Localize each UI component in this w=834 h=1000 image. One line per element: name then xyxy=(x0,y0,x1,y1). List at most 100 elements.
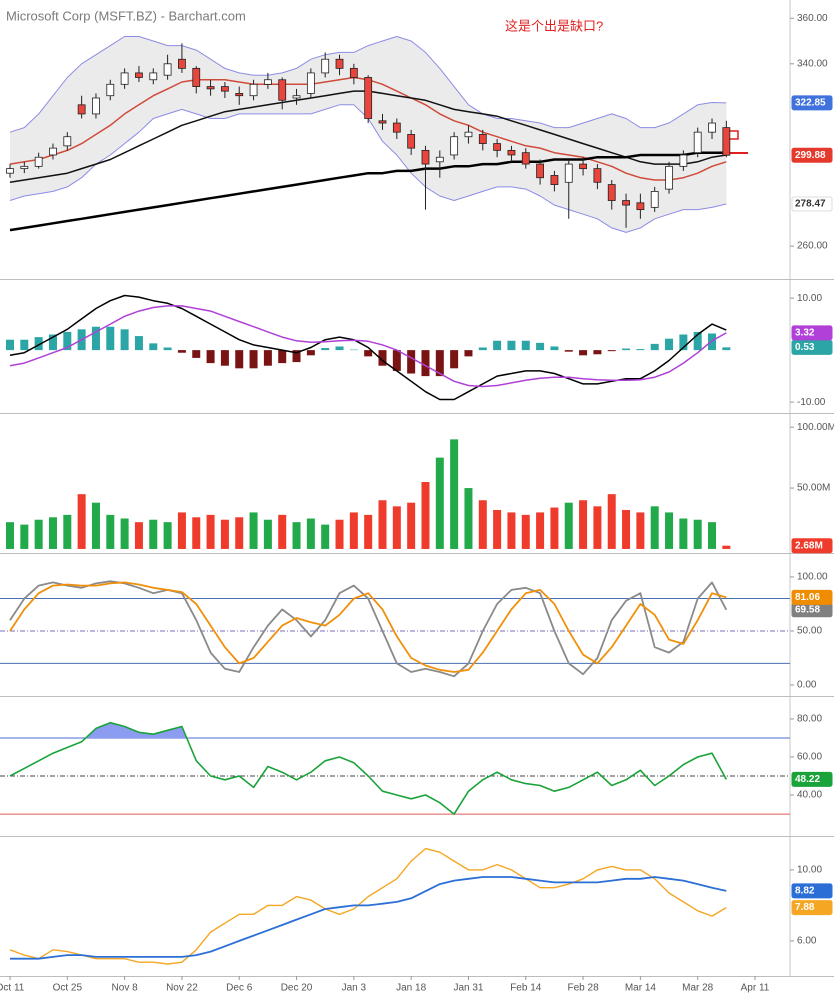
histogram-bar xyxy=(679,334,688,351)
histogram-bar xyxy=(536,342,545,351)
histogram-bar xyxy=(665,338,674,351)
candle-body xyxy=(321,58,330,74)
candle-body xyxy=(364,77,373,119)
value-label-box xyxy=(791,589,833,605)
histogram-bar xyxy=(206,350,215,364)
value-label: 81.06 xyxy=(795,592,820,603)
x-tick-label: Jan 3 xyxy=(342,983,367,994)
candle-body xyxy=(536,163,544,179)
volume-bar xyxy=(478,500,487,549)
histogram-bar xyxy=(507,340,516,351)
series-line xyxy=(9,36,727,133)
candle-body xyxy=(593,168,602,183)
value-label: 278.47 xyxy=(795,199,826,210)
candle-body xyxy=(178,58,186,69)
volume-bar xyxy=(106,514,115,549)
volume-bar xyxy=(63,514,72,549)
candle-body xyxy=(20,165,29,170)
series-line xyxy=(9,294,727,401)
volume-bar xyxy=(507,512,516,549)
candle-body xyxy=(120,72,129,85)
y-tick-label: 100.00 xyxy=(797,572,828,583)
series-line xyxy=(9,721,728,815)
histogram-bar xyxy=(564,350,573,352)
y-tick-label: 10.00 xyxy=(797,865,822,876)
histogram-bar xyxy=(278,350,287,364)
value-label: 7.88 xyxy=(795,902,815,913)
histogram-bar xyxy=(421,350,430,377)
x-tick-label: Nov 22 xyxy=(166,983,198,994)
volume-bar xyxy=(536,512,545,549)
volume-bar xyxy=(693,519,702,549)
series-line xyxy=(9,581,727,673)
y-tick-label: 40.00 xyxy=(797,790,822,801)
volume-bar xyxy=(679,518,688,549)
value-label-box xyxy=(791,339,833,355)
series-line xyxy=(9,305,727,388)
histogram-bar xyxy=(149,343,158,351)
x-tick-label: Dec 6 xyxy=(226,983,253,994)
y-tick-label: -10.00 xyxy=(797,397,826,408)
candle-body xyxy=(679,154,688,167)
x-tick-label: Feb 28 xyxy=(568,983,600,994)
volume-bar xyxy=(306,518,315,549)
candle-body xyxy=(292,95,301,99)
histogram-bar xyxy=(450,350,459,369)
x-tick-label: Mar 14 xyxy=(625,983,657,994)
x-tick-label: Feb 14 xyxy=(510,983,542,994)
histogram-bar xyxy=(392,350,401,371)
histogram-bar xyxy=(435,350,444,377)
histogram-bar xyxy=(636,349,645,351)
value-label-box xyxy=(791,95,833,111)
histogram-bar xyxy=(263,350,272,366)
histogram-bar xyxy=(91,326,100,351)
histogram-bar xyxy=(378,350,387,366)
volume-bar xyxy=(392,506,401,549)
value-label: 8.82 xyxy=(795,886,815,897)
value-label-box xyxy=(791,196,833,212)
histogram-bar xyxy=(364,350,373,357)
volume-bar xyxy=(550,507,559,549)
volume-bar xyxy=(91,502,100,549)
candle-body xyxy=(435,156,444,163)
candle-body xyxy=(521,152,530,165)
volume-bar xyxy=(450,439,459,549)
histogram-bar xyxy=(349,349,358,351)
value-label: 299.88 xyxy=(795,150,826,161)
x-tick-label: Mar 28 xyxy=(682,983,714,994)
volume-bar xyxy=(722,545,731,549)
x-tick-label: Dec 20 xyxy=(281,983,313,994)
candle-body xyxy=(421,149,430,165)
value-label: 322.85 xyxy=(795,98,826,109)
histogram-bar xyxy=(521,340,530,351)
value-label-box xyxy=(791,771,833,787)
candle-body xyxy=(450,136,459,156)
y-tick-label: 80.00 xyxy=(797,714,822,725)
y-tick-label: 360.00 xyxy=(797,13,828,24)
histogram-bar xyxy=(6,339,14,351)
volume-bar xyxy=(48,517,57,549)
candle-body xyxy=(392,122,401,133)
chart-title: Microsoft Corp (MSFT.BZ) - Barchart.com xyxy=(6,8,246,23)
y-tick-label: 0.00 xyxy=(797,680,817,691)
candle-body xyxy=(49,147,57,156)
candle-body xyxy=(163,63,172,76)
candle-body xyxy=(335,58,344,69)
histogram-bar xyxy=(134,336,143,351)
band-fill xyxy=(10,36,727,233)
candle-body xyxy=(6,168,14,174)
y-tick-label: 50.00 xyxy=(797,626,822,637)
candle-body xyxy=(665,165,673,190)
y-tick-label: 60.00 xyxy=(797,752,822,763)
value-label-box xyxy=(791,325,833,341)
candle-body xyxy=(306,72,315,94)
histogram-bar xyxy=(235,350,244,369)
volume-bar xyxy=(335,519,344,549)
histogram-bar xyxy=(464,350,473,357)
candle-body xyxy=(77,104,86,115)
value-label: 3.32 xyxy=(795,327,815,338)
candle-body xyxy=(263,79,272,85)
histogram-bar xyxy=(579,350,588,356)
candle-body xyxy=(722,127,731,156)
candle-body xyxy=(636,202,645,211)
